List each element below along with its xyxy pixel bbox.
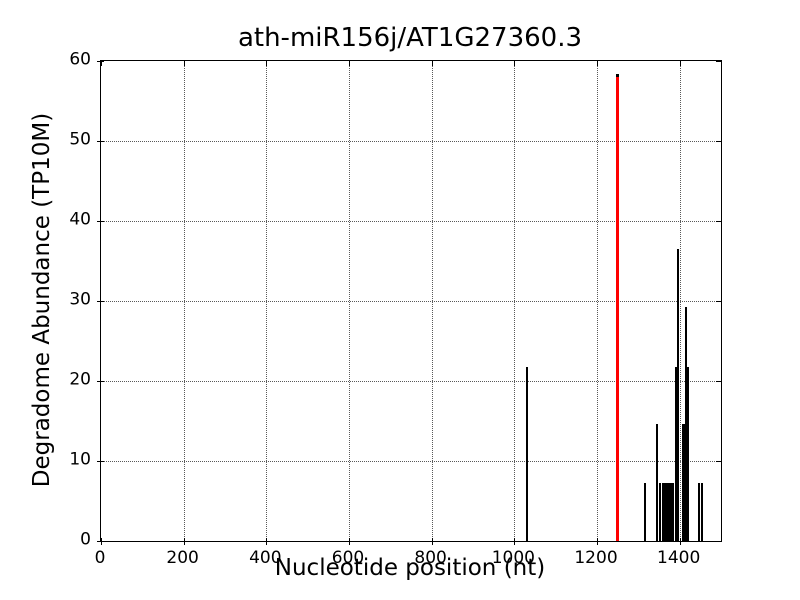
degradome-spike xyxy=(697,482,700,541)
degradome-spike xyxy=(684,307,687,541)
degradome-spike xyxy=(681,424,684,541)
x-tick-label: 1000 xyxy=(491,548,535,568)
x-tick-label: 600 xyxy=(331,548,365,568)
y-tick-mark-right xyxy=(716,61,721,62)
x-tick-label: 0 xyxy=(94,548,106,568)
x-tick-label: 200 xyxy=(166,548,199,568)
y-tick-mark xyxy=(97,461,104,462)
x-tick-mark xyxy=(597,538,598,545)
x-tick-mark xyxy=(183,538,185,545)
y-tick-label: 10 xyxy=(69,449,91,470)
degradome-spike xyxy=(683,424,686,541)
x-tick-mark xyxy=(431,538,433,545)
degradome-spike xyxy=(525,366,528,541)
x-tick-mark-top xyxy=(101,61,102,66)
degradome-spike xyxy=(667,482,670,541)
degradome-spike xyxy=(643,482,646,541)
y-tick-mark-right xyxy=(716,461,721,462)
x-tick-label: 800 xyxy=(414,548,447,568)
y-tick-mark xyxy=(97,541,104,542)
degradome-spike xyxy=(674,366,677,541)
degradome-spike xyxy=(662,482,665,541)
degradome-spike xyxy=(658,482,661,541)
gridline-horizontal xyxy=(101,301,721,302)
degradome-spike xyxy=(665,482,668,541)
y-axis-label: Degradome Abundance (TP10M) xyxy=(29,112,55,488)
x-tick-mark-top xyxy=(183,61,185,66)
y-tick-label: 60 xyxy=(69,49,91,70)
x-tick-mark xyxy=(349,538,350,545)
gridline-horizontal xyxy=(101,381,721,382)
y-tick-mark-right xyxy=(716,541,721,542)
x-tick-mark-top xyxy=(514,61,516,66)
x-tick-mark xyxy=(266,538,268,545)
y-tick-mark-right xyxy=(716,381,721,382)
x-tick-label: 1400 xyxy=(657,548,701,568)
degradome-spike xyxy=(700,482,703,541)
x-tick-label: 1200 xyxy=(574,548,618,568)
x-tick-mark-top xyxy=(266,61,268,66)
y-tick-label: 0 xyxy=(80,529,91,550)
y-tick-mark xyxy=(97,61,104,62)
x-tick-mark-top xyxy=(597,61,598,66)
x-tick-mark-top xyxy=(349,61,350,66)
y-tick-label: 50 xyxy=(69,129,91,150)
x-tick-mark-top xyxy=(679,61,681,66)
y-tick-label: 40 xyxy=(69,209,91,230)
gridline-horizontal xyxy=(101,141,721,142)
x-tick-label: 400 xyxy=(249,548,282,568)
y-tick-mark-right xyxy=(716,141,721,142)
y-tick-label: 30 xyxy=(69,289,91,310)
x-tick-mark-top xyxy=(431,61,433,66)
x-axis-label: Nucleotide position (nt) xyxy=(274,555,546,581)
degradome-spike xyxy=(671,482,674,541)
y-tick-mark-right xyxy=(716,221,721,222)
y-tick-mark-right xyxy=(716,301,721,302)
degradome-spike xyxy=(663,482,666,541)
gridline-horizontal xyxy=(101,461,721,462)
degradome-spike xyxy=(686,366,689,541)
y-tick-mark xyxy=(97,141,104,142)
degradome-spike xyxy=(655,424,658,541)
cleavage-site-spike-red xyxy=(616,73,620,541)
y-tick-mark xyxy=(97,221,104,222)
y-tick-mark xyxy=(97,301,104,302)
x-tick-mark xyxy=(679,538,681,545)
cleavage-spike-black-tip xyxy=(616,73,620,77)
plot-area xyxy=(97,60,722,545)
degradome-spike xyxy=(669,482,672,541)
y-tick-mark xyxy=(97,381,104,382)
gridline-horizontal xyxy=(101,221,721,222)
chart-title: ath-miR156j/AT1G27360.3 xyxy=(237,23,583,53)
y-tick-label: 20 xyxy=(69,369,91,390)
degradome-spike xyxy=(677,249,680,541)
x-tick-mark xyxy=(514,538,516,545)
